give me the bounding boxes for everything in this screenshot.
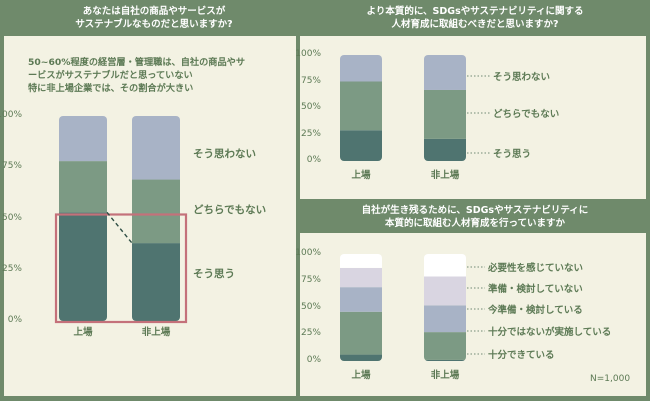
panel1-title: あなたは自社の商品やサービスが サステナブルなものだと思いますか? <box>75 6 233 30</box>
y-tick-label: 0% <box>306 355 321 365</box>
x-category-label: 上場 <box>73 327 93 338</box>
y-tick-label: 25% <box>300 128 321 139</box>
bar-segment <box>340 81 382 131</box>
bar-segment <box>424 332 466 360</box>
bar-segment <box>340 55 382 82</box>
y-tick-label: 50% <box>300 102 321 112</box>
bar-segment <box>59 212 107 321</box>
y-tick-label: 75% <box>1 161 22 172</box>
legend-label: どちらでもない <box>193 204 267 216</box>
x-category-label: 上場 <box>351 370 371 381</box>
bar-segment <box>424 55 466 90</box>
y-tick-label: 100% <box>295 248 321 258</box>
bar-segment <box>424 138 466 161</box>
bar-segment <box>340 287 382 312</box>
bar-segment <box>424 276 466 306</box>
bar-segment <box>132 179 180 244</box>
x-category-label: 非上場 <box>430 370 460 381</box>
panel3-title: 自社が生き残るために、SDGsやサステナビリティに 本質的に取組む人材育成を行っ… <box>361 205 589 229</box>
bar-segment <box>340 311 382 355</box>
legend-label: そう思う <box>193 268 235 280</box>
y-tick-label: 0% <box>7 315 22 325</box>
legend-label: そう思わない <box>493 72 551 83</box>
legend-label: 今準備・検討している <box>488 305 583 316</box>
legend-label: どちらでもない <box>493 109 560 120</box>
y-tick-label: 75% <box>300 75 321 86</box>
x-category-label: 非上場 <box>430 170 460 181</box>
y-tick-label: 50% <box>1 212 22 223</box>
highlight-box <box>54 213 188 324</box>
legend-label: そう思わない <box>193 148 256 160</box>
y-tick-label: 100% <box>0 110 22 120</box>
y-tick-label: 0% <box>306 155 321 165</box>
bar-segment <box>59 116 107 162</box>
x-category-label: 上場 <box>351 170 371 181</box>
bar-segment <box>424 305 466 333</box>
legend-label: 準備・検討していない <box>488 284 583 295</box>
bar-segment <box>132 243 180 321</box>
legend-label: 十分ではないが実施している <box>488 327 612 338</box>
bar-segment <box>340 254 382 268</box>
y-tick-label: 25% <box>300 328 321 339</box>
bar-segment <box>59 161 107 213</box>
bar-segment <box>424 254 466 277</box>
legend-label: 十分できている <box>488 350 555 361</box>
bar-segment <box>424 359 466 361</box>
bar-segment <box>340 354 382 361</box>
bar-segment <box>340 130 382 161</box>
bar-segment <box>340 267 382 288</box>
legend-label: 必要性を感じていない <box>488 263 584 274</box>
annotation-text: 50~60%程度の経営層・管理職は、自社の商品やサ ービスがサステナブルだと思っ… <box>28 57 246 94</box>
legend-label: そう思う <box>493 149 532 160</box>
bar-segment <box>424 89 466 139</box>
bar-segment <box>132 116 180 180</box>
y-tick-label: 50% <box>300 301 321 312</box>
y-tick-label: 75% <box>300 274 321 285</box>
panel2-title: より本質的に、SDGsやサステナビリティに関する 人材育成に取組むべきだと思いま… <box>366 6 584 30</box>
sample-size: N=1,000 <box>590 374 631 384</box>
comparison-connector <box>106 211 133 244</box>
x-category-label: 非上場 <box>141 327 171 338</box>
y-tick-label: 100% <box>295 49 321 59</box>
y-tick-label: 25% <box>1 263 22 274</box>
